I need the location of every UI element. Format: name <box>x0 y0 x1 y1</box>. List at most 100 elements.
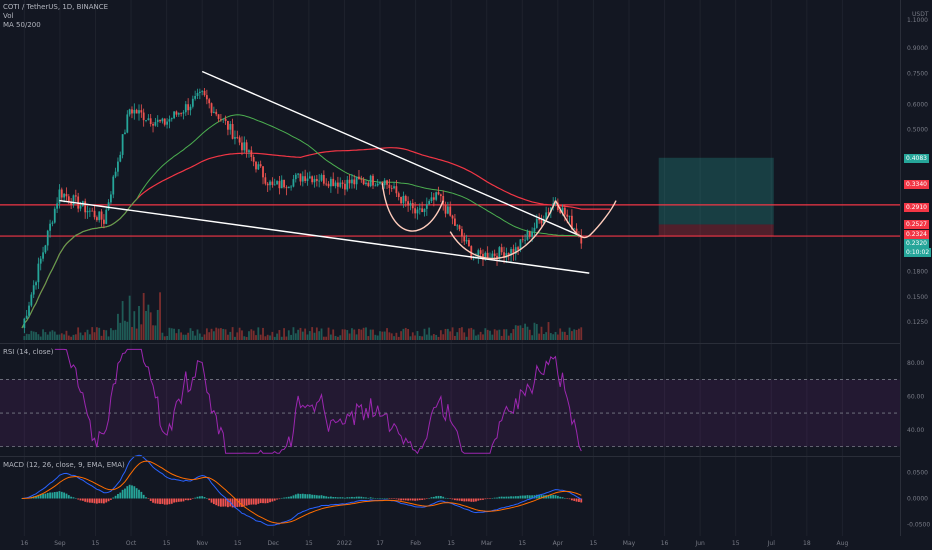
volume-bar <box>147 304 150 340</box>
volume-bar <box>484 328 487 340</box>
volume-bar <box>463 332 466 340</box>
macd-histogram-bar <box>285 497 288 499</box>
macd-histogram-bar <box>152 498 154 503</box>
macd-histogram-bar <box>386 498 388 499</box>
volume-bar <box>103 329 105 340</box>
candle-body <box>435 192 438 200</box>
symbol-title[interactable]: COTI / TetherUS, 1D, BINANCE <box>3 3 109 11</box>
candle-body <box>42 252 44 259</box>
time-axis[interactable]: 16 Sep 15 Oct 15 Nov 15 Dec 15 2022 17 Feb 15 Mar 15 Ap… <box>21 540 849 547</box>
volume-bar <box>531 335 534 340</box>
volume-bar <box>124 320 126 340</box>
macd-histogram-bar <box>329 496 332 499</box>
volume-bar <box>418 335 421 340</box>
macd-histogram-bar <box>552 495 555 499</box>
macd-histogram-bar <box>166 498 168 505</box>
volume-bar <box>152 325 154 340</box>
macd-histogram-bar <box>475 498 477 502</box>
macd-histogram-bar <box>210 498 213 503</box>
macd-legend[interactable]: MACD (12, 26, close, 9, EMA, EMA) <box>3 461 125 470</box>
rsi-tick-label: 40.00 <box>907 427 924 434</box>
candle-body <box>70 201 73 205</box>
candle-body <box>493 253 496 256</box>
macd-histogram-bar <box>156 498 159 504</box>
volume-bar <box>400 331 402 340</box>
macd-histogram-bar <box>269 498 271 503</box>
time-tick-label: May <box>623 540 636 547</box>
volume-bar <box>432 334 435 340</box>
volume-bar <box>70 336 73 340</box>
macd-histogram-bar <box>575 498 578 502</box>
volume-bar <box>498 329 501 340</box>
volume-bar <box>360 329 363 340</box>
macd-histogram-bar <box>262 498 264 504</box>
macd-histogram-bar <box>201 496 204 499</box>
volume-bar <box>189 328 192 340</box>
macd-histogram-bar <box>535 494 538 499</box>
volume-bar <box>182 334 185 340</box>
volume-bar <box>351 328 353 340</box>
volume-bar <box>131 327 133 340</box>
volume-bar <box>128 295 131 340</box>
macd-histogram-bar <box>84 498 87 502</box>
candle-body <box>322 174 325 184</box>
macd-histogram-bar <box>140 491 143 499</box>
long-position-tool[interactable] <box>658 157 774 237</box>
candle-body <box>229 124 232 130</box>
volume-bar <box>526 326 529 340</box>
trend-drawings[interactable] <box>59 70 617 274</box>
volume-bar <box>266 334 269 340</box>
macd-histogram-bar <box>559 496 562 499</box>
candle-body <box>348 179 351 184</box>
volume-legend[interactable]: Vol <box>3 12 14 20</box>
time-tick-label: Mar <box>481 540 493 547</box>
candle-body <box>126 114 129 133</box>
ma-legend[interactable]: MA 50/200 <box>3 21 41 29</box>
volume-bar <box>194 335 197 340</box>
candle-body <box>439 194 442 197</box>
volume-bar <box>439 330 442 340</box>
volume-bar <box>81 335 84 340</box>
volume-bars <box>23 292 583 340</box>
volume-bar <box>552 334 555 340</box>
macd-histogram-bar <box>337 497 339 499</box>
macd-histogram-bar <box>435 496 438 499</box>
candle-body <box>519 239 522 250</box>
macd-histogram-bar <box>526 495 529 499</box>
volume-bar <box>236 332 239 340</box>
volume-bar <box>126 321 129 340</box>
pane-divider-rsi[interactable] <box>0 343 900 344</box>
macd-histogram-bar <box>93 498 96 504</box>
candle-body <box>292 179 295 187</box>
rsi-legend[interactable]: RSI (14, close) <box>3 348 53 357</box>
volume-bar <box>507 335 510 340</box>
candle-body <box>79 206 82 209</box>
macd-pane <box>21 454 583 526</box>
volume-bar <box>442 334 445 340</box>
macd-histogram-bar <box>362 497 365 499</box>
candle-body <box>510 248 512 256</box>
volume-bar <box>556 334 559 340</box>
macd-histogram-bar <box>402 498 405 501</box>
volume-bar <box>208 332 211 340</box>
macd-histogram-bar <box>425 498 428 499</box>
macd-histogram-bar <box>446 498 449 499</box>
volume-bar <box>519 325 522 340</box>
pane-divider-macd[interactable] <box>0 456 900 457</box>
macd-histogram-bar <box>468 498 470 502</box>
volume-bar <box>346 330 349 340</box>
candle-body <box>121 134 124 155</box>
macd-histogram-bar <box>512 496 515 499</box>
time-tick-label: Aug <box>837 540 849 547</box>
candle-body <box>147 118 150 121</box>
candle-body <box>105 209 108 224</box>
macd-histogram-bar <box>465 498 468 502</box>
volume-bar <box>423 328 426 340</box>
volume-bar <box>280 336 283 340</box>
volume-bar <box>446 328 449 340</box>
ma50-line <box>21 114 582 329</box>
candle-body <box>262 166 264 178</box>
volume-bar <box>332 329 335 340</box>
macd-histogram-bar <box>463 498 466 502</box>
